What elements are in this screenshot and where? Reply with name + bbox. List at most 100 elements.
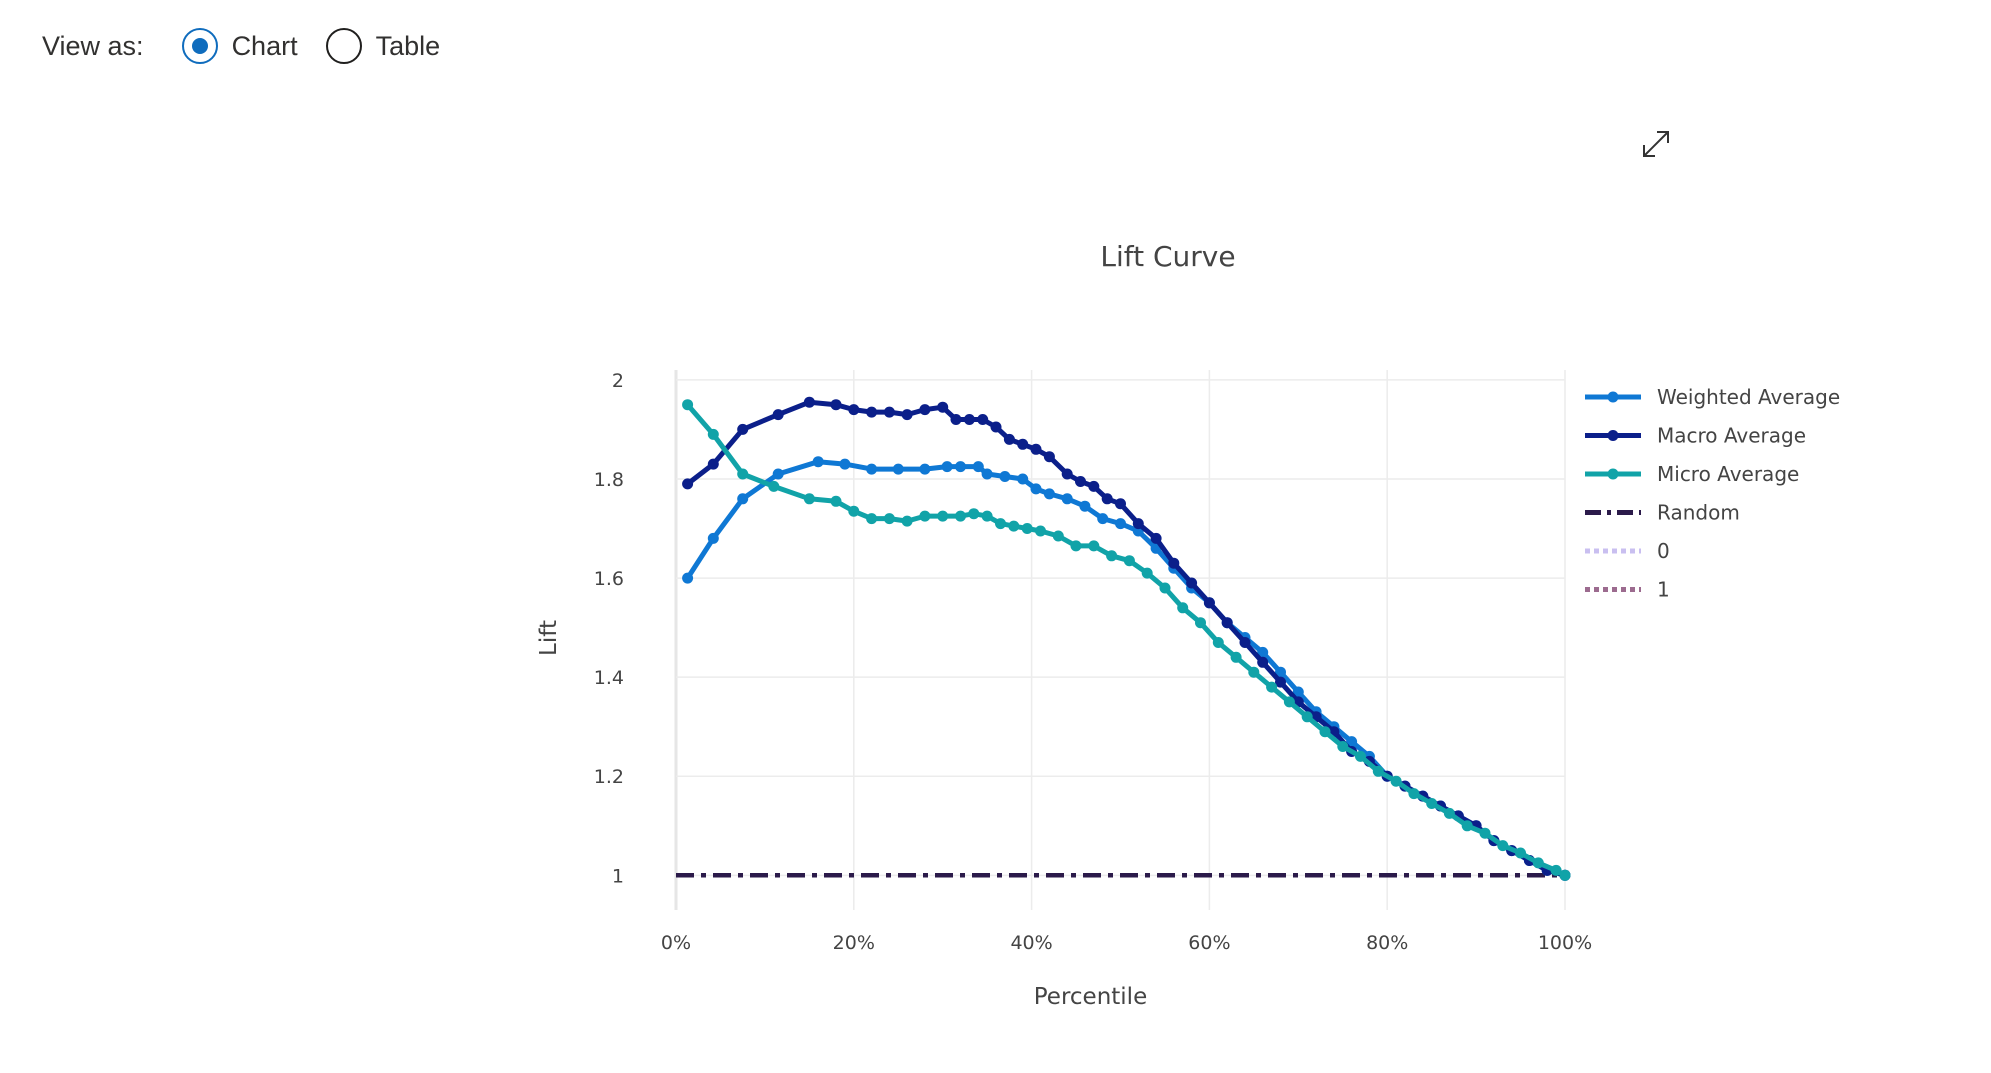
legend-label: Macro Average	[1657, 424, 1806, 448]
grid-lines	[674, 370, 1566, 910]
macro-average-point	[883, 406, 895, 418]
micro-average-point	[1319, 726, 1331, 738]
axes-layer: 0% 20% 40% 60% 80% 100% 1 1.2 1.4 1.6 1.8 2	[594, 370, 1592, 954]
series-layer	[676, 396, 1571, 881]
weighted-average-point	[866, 463, 878, 475]
micro-average-point	[1283, 696, 1295, 708]
macro-average-point	[772, 409, 784, 421]
micro-average-point	[1088, 540, 1100, 552]
macro-average-point	[866, 406, 878, 418]
radio-table-label[interactable]: Table	[375, 30, 441, 61]
micro-average-point	[830, 495, 842, 507]
micro-average-point	[1408, 788, 1420, 800]
micro-average-point	[1212, 637, 1224, 648]
micro-average-point	[995, 518, 1006, 530]
x-tick-label: 40%	[1010, 932, 1052, 954]
weighted-average-point	[1061, 493, 1073, 505]
micro-average-point	[737, 468, 749, 480]
weighted-average-point	[707, 532, 719, 544]
micro-average-point	[1141, 567, 1153, 579]
micro-average-point	[1497, 840, 1509, 852]
radio-chart-indicator[interactable]	[181, 28, 218, 64]
weighted-average-point	[955, 461, 966, 473]
weighted-average-point	[1275, 666, 1286, 678]
micro-average-point	[1479, 827, 1491, 839]
macro-average-point	[1101, 493, 1113, 505]
micro-average-point	[1035, 525, 1046, 537]
legend-label: Weighted Average	[1657, 385, 1840, 409]
macro-average-point	[1168, 557, 1180, 569]
micro-average-point	[1372, 765, 1384, 777]
micro-average-point	[1532, 857, 1544, 869]
macro-average-point	[963, 414, 975, 425]
radio-table-indicator[interactable]	[325, 28, 362, 64]
macro-average-point	[990, 421, 1002, 433]
micro-average-point	[1248, 666, 1260, 678]
legend-label: 1	[1657, 578, 1670, 602]
legend-item-weighted-average[interactable]: Weighted Average	[1585, 385, 1840, 409]
micro-average-point	[901, 515, 913, 527]
y-tick-label: 2	[612, 370, 624, 392]
legend-item-micro-average[interactable]: Micro Average	[1585, 462, 1799, 486]
macro-average-point	[1275, 676, 1286, 688]
x-tick-label: 100%	[1538, 932, 1592, 954]
micro-average-point	[1390, 775, 1402, 787]
weighted-average-point	[1017, 473, 1029, 485]
macro-average-point	[803, 396, 815, 408]
micro-average-point	[1123, 555, 1135, 567]
radio-chart-label[interactable]: Chart	[231, 30, 298, 61]
macro-average-point	[682, 478, 694, 490]
macro-average-point	[737, 423, 749, 435]
micro-average-point	[1052, 530, 1064, 542]
legend-marker	[1607, 468, 1619, 480]
macro-average-point	[830, 399, 842, 411]
micro-average-point	[1355, 750, 1366, 762]
micro-average-point	[1266, 681, 1278, 693]
radio-selected-dot	[191, 38, 208, 54]
expand-icon-graphic	[1643, 131, 1669, 157]
micro-average-point	[1443, 807, 1455, 819]
weighted-average-point	[981, 468, 993, 480]
macro-average-point	[1115, 498, 1126, 510]
macro-average-point	[848, 404, 860, 416]
macro-average-point	[919, 404, 931, 416]
macro-average-point	[937, 401, 949, 413]
micro-average-point	[1021, 523, 1033, 534]
micro-average-point	[981, 510, 993, 522]
legend-label: Micro Average	[1657, 462, 1799, 486]
weighted-average-point	[941, 461, 953, 473]
legend-item-macro-average[interactable]: Macro Average	[1585, 424, 1806, 448]
legend-marker	[1607, 391, 1619, 403]
micro-average-point	[803, 493, 815, 505]
weighted-average-point	[1030, 483, 1042, 495]
weighted-average-point	[999, 471, 1011, 482]
radio-table[interactable]: Table	[325, 28, 441, 64]
micro-average-point	[1550, 864, 1562, 876]
micro-average-point	[1008, 520, 1020, 532]
macro-average-point	[1221, 617, 1233, 629]
legend-item-0[interactable]: 0	[1585, 539, 1670, 563]
macro-average-point	[901, 409, 913, 421]
micro-average-point	[866, 513, 878, 525]
macro-average-point	[1132, 518, 1144, 530]
weighted-average-point	[772, 468, 784, 480]
micro-average-point	[1070, 540, 1082, 552]
legend-item-random[interactable]: Random	[1585, 501, 1740, 525]
macro-average-point	[950, 414, 962, 425]
micro-average-point	[707, 428, 719, 440]
macro-average-point	[1017, 438, 1029, 450]
radio-chart[interactable]: Chart	[181, 28, 298, 64]
y-tick-label: 1.2	[594, 766, 624, 788]
micro-average-point	[919, 510, 931, 522]
weighted-average-point	[1097, 513, 1109, 525]
chart-title: Lift Curve	[1100, 240, 1235, 273]
expand-diagonal-icon[interactable]	[1638, 126, 1674, 162]
view-as-toggle: View as: Chart Table	[42, 24, 468, 68]
macro-average-point	[1150, 532, 1162, 544]
legend-item-1[interactable]: 1	[1585, 578, 1670, 602]
y-axis-title: Lift	[536, 620, 562, 656]
macro-average-point	[1239, 637, 1251, 648]
view-as-label: View as:	[42, 30, 144, 61]
micro-average-point	[1337, 741, 1349, 752]
